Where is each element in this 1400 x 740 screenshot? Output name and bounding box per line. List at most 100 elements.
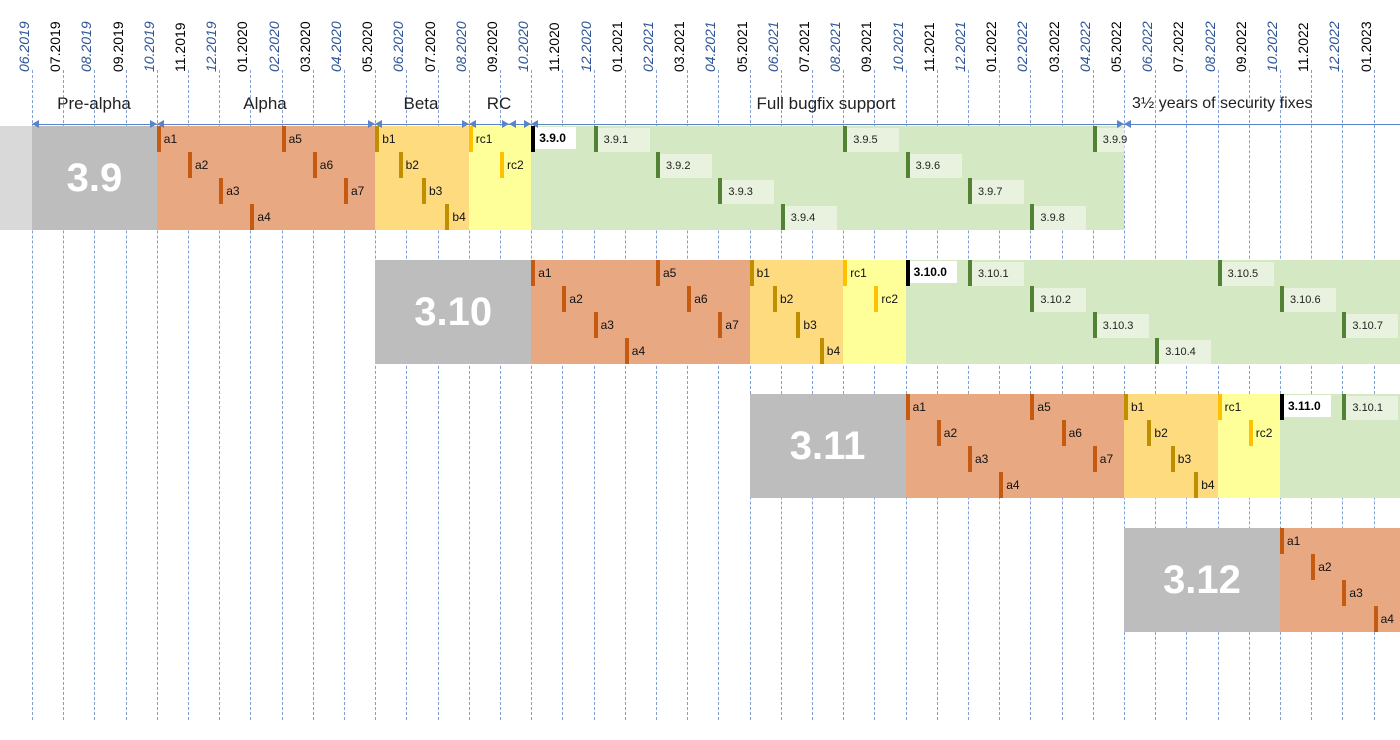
alpha-band bbox=[531, 260, 750, 364]
major-release-label: 3.9.0 bbox=[535, 127, 576, 149]
version-box-3-9: 3.9 bbox=[32, 126, 157, 230]
phase-arrow-line bbox=[531, 124, 1124, 125]
alpha-marker bbox=[1373, 606, 1378, 632]
release-label: 3.9.6 bbox=[915, 160, 941, 172]
alpha-marker bbox=[624, 338, 629, 364]
alpha-marker bbox=[656, 260, 660, 286]
rc-label: rc2 bbox=[881, 292, 899, 306]
alpha-label: a7 bbox=[725, 318, 739, 332]
beta-label: b1 bbox=[382, 132, 396, 146]
month-label: 12.2021 bbox=[952, 21, 968, 72]
release-label: 3.9.2 bbox=[666, 160, 691, 172]
alpha-marker bbox=[1280, 528, 1284, 554]
beta-label: b3 bbox=[1177, 452, 1192, 466]
month-gridline bbox=[32, 70, 33, 720]
month-label: 07.2022 bbox=[1170, 21, 1187, 72]
month-label: 05.2021 bbox=[733, 21, 750, 72]
month-gridline bbox=[468, 70, 470, 720]
month-label: 09.2019 bbox=[109, 21, 126, 72]
alpha-marker bbox=[1061, 420, 1066, 446]
month-label: 11.2019 bbox=[172, 22, 188, 72]
month-label: 04.2020 bbox=[328, 21, 344, 72]
beta-marker bbox=[445, 204, 450, 230]
security-arrow-line bbox=[1124, 124, 1400, 125]
beta-label: b4 bbox=[1201, 478, 1215, 492]
release-label-bg bbox=[1284, 288, 1336, 312]
month-gridline bbox=[344, 70, 345, 720]
alpha-marker bbox=[156, 126, 161, 152]
month-gridline bbox=[219, 70, 221, 720]
release-marker bbox=[1217, 260, 1222, 286]
release-label: 3.9.3 bbox=[728, 186, 753, 198]
alpha-marker bbox=[1092, 446, 1097, 472]
month-label: 03.2021 bbox=[671, 21, 688, 72]
month-gridline bbox=[500, 70, 501, 720]
release-label-bg bbox=[1221, 262, 1274, 286]
alpha-marker bbox=[905, 394, 910, 420]
release-label: 3.9.7 bbox=[978, 186, 1003, 198]
alpha-label: a3 bbox=[975, 452, 989, 466]
major-release-marker bbox=[905, 260, 910, 286]
month-label: 02.2020 bbox=[265, 21, 282, 72]
month-gridline bbox=[406, 70, 408, 720]
alpha-marker bbox=[936, 420, 941, 446]
month-label: 04.2021 bbox=[702, 21, 719, 72]
month-label: 08.2022 bbox=[1201, 21, 1218, 72]
month-label: 08.2021 bbox=[827, 21, 844, 72]
alpha-label: a1 bbox=[163, 132, 178, 146]
arrowhead-right bbox=[1117, 120, 1124, 128]
beta-label: b1 bbox=[756, 266, 770, 280]
alpha-label: a5 bbox=[663, 266, 677, 280]
rc-label: rc1 bbox=[1224, 400, 1242, 414]
beta-marker bbox=[1124, 394, 1128, 420]
month-gridline bbox=[375, 70, 377, 720]
alpha-marker bbox=[281, 126, 286, 152]
month-gridline bbox=[687, 70, 689, 720]
release-label: 3.10.7 bbox=[1352, 320, 1383, 332]
month-label: 09.2020 bbox=[484, 21, 500, 72]
phase-arrow-line bbox=[156, 124, 376, 125]
release-label-bg bbox=[722, 180, 775, 204]
version-box-3-10: 3.10 bbox=[375, 260, 532, 364]
bugfix-band bbox=[905, 260, 1400, 364]
alpha-label: a7 bbox=[1099, 452, 1114, 466]
release-marker bbox=[593, 126, 598, 152]
release-label-bg bbox=[972, 262, 1024, 286]
alpha-label: a4 bbox=[257, 210, 271, 224]
beta-marker bbox=[819, 338, 824, 364]
month-label: 07.2019 bbox=[47, 21, 64, 72]
month-gridline bbox=[94, 70, 96, 720]
release-label-bg bbox=[1159, 340, 1212, 364]
rc-marker bbox=[874, 286, 879, 312]
alpha-label: a7 bbox=[351, 184, 365, 198]
release-marker bbox=[718, 178, 723, 204]
arrowhead-left bbox=[32, 120, 39, 128]
release-label: 3.10.5 bbox=[1227, 268, 1259, 280]
month-gridline bbox=[531, 70, 533, 720]
month-label: 06.2020 bbox=[390, 21, 407, 72]
beta-marker bbox=[375, 126, 380, 152]
rc-marker bbox=[1217, 394, 1222, 420]
month-label: 11.2022 bbox=[1295, 22, 1312, 72]
month-label: 09.2021 bbox=[858, 21, 875, 72]
alpha-label: a4 bbox=[631, 344, 646, 358]
month-label: 07.2020 bbox=[421, 21, 438, 72]
alpha-label: a1 bbox=[912, 400, 926, 414]
major-release-marker bbox=[1280, 394, 1284, 420]
beta-label: b3 bbox=[803, 318, 817, 332]
month-label: 06.2019 bbox=[16, 21, 32, 72]
month-label: 10.2020 bbox=[515, 21, 532, 72]
release-marker bbox=[968, 260, 972, 286]
month-label: 04.2022 bbox=[1076, 21, 1093, 72]
month-gridline bbox=[593, 70, 595, 720]
alpha-marker bbox=[1342, 580, 1347, 606]
month-label: 08.2020 bbox=[452, 21, 469, 72]
release-label-bg bbox=[847, 128, 900, 152]
month-label: 12.2020 bbox=[577, 21, 594, 72]
month-label: 03.2022 bbox=[1045, 21, 1062, 72]
release-label: 3.10.1 bbox=[1352, 402, 1383, 414]
phase-arrow-line bbox=[468, 124, 510, 125]
arrowhead-left bbox=[375, 120, 383, 128]
release-label-bg bbox=[1096, 128, 1149, 152]
